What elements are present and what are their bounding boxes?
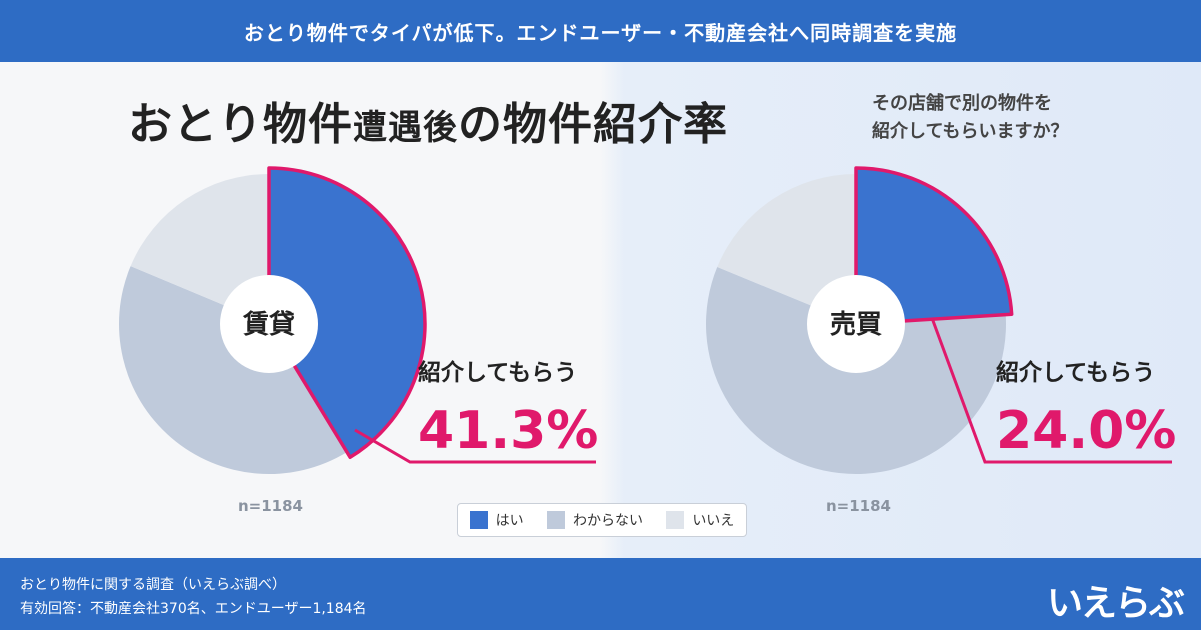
legend: はい わからない いいえ <box>457 503 747 537</box>
title-part2: 遭遇後 <box>353 108 458 148</box>
legend-label-unknown: わからない <box>572 513 643 529</box>
pie2-callout-line <box>930 317 1172 464</box>
bottom-banner: おとり物件に関する調査（いえらぶ調べ） 有効回答：不動産会社370名、エンドユー… <box>0 558 1201 630</box>
pie1-n-label: n=1184 <box>238 497 303 515</box>
subtitle-line1: その店舗で別の物件を <box>872 93 1052 114</box>
pie1-slice-yes <box>267 166 427 460</box>
pie2-callout-value: 24.0% <box>996 401 1176 461</box>
subtitle: その店舗で別の物件を 紹介してもらいますか？ <box>872 90 1132 146</box>
pie2-n-label: n=1184 <box>826 497 891 515</box>
pie1-center-label: 賃貸 <box>242 309 295 340</box>
legend-label-no: いいえ <box>692 513 735 529</box>
pie1-callout-value: 41.3% <box>418 401 598 461</box>
top-banner-text: おとり物件でタイパが低下。エンドユーザー・不動産会社へ同時調査を実施 <box>243 20 958 45</box>
pie2-slice-yes <box>854 166 1014 326</box>
title-part1: おとり物件 <box>128 99 353 150</box>
legend-swatch-unknown <box>546 511 565 529</box>
survey-note: おとり物件に関する調査（いえらぶ調べ） <box>20 577 286 593</box>
legend-item-no: いいえ <box>666 510 734 530</box>
legend-swatch-yes <box>469 511 488 529</box>
legend-item-yes: はい <box>469 510 524 530</box>
pie2-slice-no <box>717 174 856 324</box>
subtitle-line2: 紹介してもらいますか？ <box>872 121 1069 142</box>
brand-logo: いえらぶ <box>1046 583 1185 624</box>
response-note: 有効回答：不動産会社370名、エンドユーザー1,184名 <box>20 601 367 617</box>
pie1-slice-no <box>130 174 269 324</box>
legend-swatch-no <box>666 511 685 529</box>
legend-item-unknown: わからない <box>546 510 643 530</box>
pie2-callout-label: 紹介してもらう <box>996 359 1155 386</box>
pie2-center-hole <box>807 275 905 373</box>
pie1-callout-line <box>354 428 596 464</box>
top-banner: おとり物件でタイパが低下。エンドユーザー・不動産会社へ同時調査を実施 <box>0 0 1201 62</box>
pie1-callout-label: 紹介してもらう <box>418 359 577 386</box>
title-part3: の物件紹介率 <box>458 99 728 150</box>
page-title: おとり物件遭遇後の物件紹介率 <box>128 88 728 152</box>
pie1-slice-unknown <box>118 266 347 474</box>
pie2-center-label: 売買 <box>830 310 882 340</box>
legend-label-yes: はい <box>495 513 524 529</box>
pie1-center-hole <box>220 275 318 373</box>
